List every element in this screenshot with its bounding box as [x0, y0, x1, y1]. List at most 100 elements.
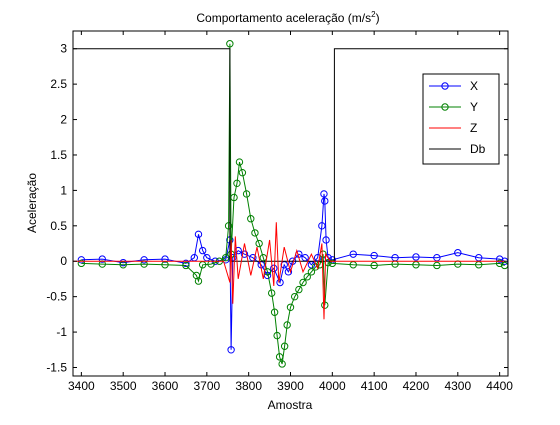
- data-point-x: [182, 259, 190, 268]
- x-tick-label: 4000: [319, 379, 346, 393]
- y-axis-label: Aceleração: [25, 173, 39, 233]
- chart-title-tail: ): [376, 11, 380, 25]
- data-point-y: [224, 222, 233, 230]
- chart-title-main: Comportamento aceleração (m/s: [196, 11, 371, 25]
- y-tick-label: -1: [56, 325, 67, 339]
- legend-item-db: Db: [429, 142, 486, 156]
- x-tick-label: 3900: [277, 379, 304, 393]
- data-point-y: [295, 285, 303, 294]
- x-tick-label: 4200: [403, 379, 430, 393]
- y-tick-label: 3: [60, 42, 67, 56]
- data-point-y: [251, 229, 259, 237]
- x-axis: 3400 3500 3600 3700 3800 3900 4000 4100 4200 4300…: [68, 31, 513, 393]
- y-tick-label: 1.5: [50, 148, 67, 162]
- data-point-y: [267, 289, 276, 297]
- legend-marker: [441, 103, 449, 111]
- data-point-y: [247, 215, 255, 223]
- data-point-y: [235, 158, 244, 166]
- chart-title: Comportamento aceleração (m/s2): [196, 10, 379, 25]
- y-tick-label: -0.5: [46, 290, 67, 304]
- data-point-y: [433, 261, 441, 270]
- series-layer: [73, 40, 508, 368]
- y-axis: -1.5 -1 -0.5 0 0.5 1 1.5 2 2.5 3: [46, 42, 508, 374]
- data-point-x: [370, 251, 378, 260]
- data-point-x: [198, 246, 207, 255]
- data-point-x: [454, 249, 462, 257]
- x-tick-label: 4400: [486, 379, 513, 393]
- data-point-x: [270, 264, 278, 273]
- x-tick-label: 4300: [444, 379, 471, 393]
- plot-area: [73, 40, 508, 368]
- legend-item-x: X: [429, 79, 478, 93]
- data-point-y: [278, 360, 286, 368]
- data-point-y: [328, 259, 337, 268]
- data-point-y: [270, 308, 279, 316]
- data-point-y: [275, 353, 284, 361]
- data-point-y: [303, 273, 311, 281]
- y-tick-label: 2: [60, 113, 67, 127]
- data-point-x: [140, 256, 148, 264]
- data-point-x: [119, 258, 127, 267]
- legend-marker: [441, 82, 449, 90]
- data-point-y: [370, 261, 378, 270]
- data-point-x: [240, 250, 249, 258]
- data-point-x: [161, 255, 169, 263]
- data-point-x: [98, 255, 106, 263]
- data-point-y: [286, 303, 295, 311]
- data-point-x: [349, 250, 357, 258]
- legend-label: Z: [470, 121, 477, 135]
- legend-label: Db: [470, 142, 486, 156]
- legend: XYZ Db: [422, 73, 500, 165]
- y-tick-label: 1: [60, 183, 67, 197]
- data-point-y: [283, 321, 291, 329]
- data-point-y: [230, 193, 238, 202]
- series-line-z: [73, 222, 505, 320]
- series-z: [73, 222, 505, 320]
- legend-label: Y: [470, 100, 478, 114]
- legend-label: X: [470, 79, 478, 93]
- y-tick-label: 2.5: [50, 77, 67, 91]
- x-tick-label: 3800: [235, 379, 262, 393]
- legend-item-y: Y: [429, 100, 478, 114]
- data-point-x: [322, 236, 330, 244]
- data-point-y: [495, 259, 504, 268]
- legend-box: [422, 73, 500, 165]
- y-tick-label: 0: [60, 254, 67, 268]
- data-point-x: [284, 268, 293, 276]
- data-point-y: [182, 261, 190, 270]
- x-tick-label: 3700: [193, 379, 220, 393]
- data-point-x: [276, 278, 284, 287]
- data-point-y: [307, 268, 316, 276]
- data-point-y: [221, 253, 230, 262]
- data-point-x: [77, 256, 86, 264]
- data-point-y: [255, 239, 263, 248]
- x-tick-label: 4100: [361, 379, 388, 393]
- data-point-x: [495, 255, 504, 263]
- data-point-x: [318, 222, 326, 230]
- x-tick-label: 3600: [152, 379, 179, 393]
- x-tick-label: 3400: [68, 379, 95, 393]
- data-point-x: [412, 253, 420, 261]
- data-point-y: [194, 277, 203, 285]
- legend-item-z: Z: [429, 121, 477, 135]
- x-tick-label: 3500: [110, 379, 137, 393]
- x-axis-label: Amostra: [268, 398, 313, 412]
- data-point-y: [242, 190, 251, 198]
- data-point-x: [321, 197, 329, 205]
- data-point-y: [280, 342, 289, 350]
- y-tick-label: -1.5: [46, 360, 67, 374]
- data-point-x: [227, 346, 235, 354]
- data-point-x: [194, 230, 203, 239]
- data-point-y: [226, 40, 234, 48]
- data-point-y: [233, 179, 241, 188]
- data-point-y: [77, 259, 86, 268]
- data-point-y: [238, 168, 247, 177]
- data-point-y: [273, 331, 281, 340]
- data-point-y: [299, 278, 307, 287]
- data-point-x: [320, 190, 328, 198]
- chart-title-superscript: 2: [371, 10, 376, 19]
- data-point-y: [290, 292, 299, 301]
- y-tick-label: 0.5: [50, 219, 67, 233]
